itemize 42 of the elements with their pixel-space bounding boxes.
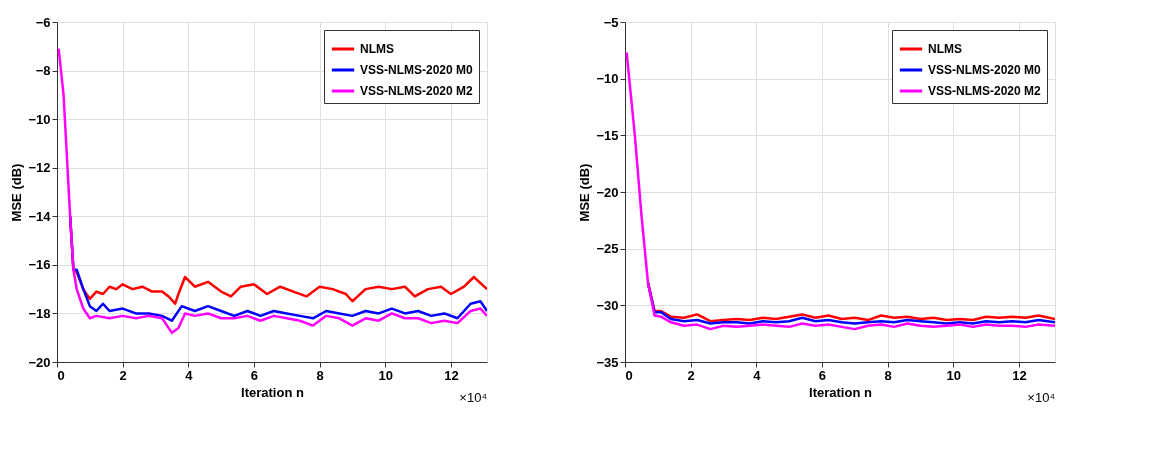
x-tick-label: 4 xyxy=(753,367,762,383)
legend-label: NLMS xyxy=(360,42,394,56)
x-tick-label: 12 xyxy=(1012,367,1027,383)
y-tick-label: −16 xyxy=(28,257,51,273)
x-axis-title: Iteration n xyxy=(241,384,304,400)
y-tick-label: −18 xyxy=(28,305,51,321)
y-tick-label: −5 xyxy=(603,14,619,30)
y-axis-title: MSE (dB) xyxy=(9,163,25,222)
x-tick-label: 8 xyxy=(884,367,892,383)
y-tick-label: −35 xyxy=(596,354,619,370)
y-tick-label: −14 xyxy=(28,208,52,224)
y-axis-title: MSE (dB) xyxy=(577,163,593,222)
x-tick-label: 2 xyxy=(687,367,695,383)
y-tick-label: −20 xyxy=(28,354,51,370)
x-axis-title: Iteration n xyxy=(809,384,872,400)
y-tick-label: −8 xyxy=(35,63,51,79)
legend-label: VSS-NLMS-2020 M0 xyxy=(928,63,1042,77)
x-tick-label: 6 xyxy=(818,367,827,383)
y-tick-label: −6 xyxy=(35,14,51,30)
legend-label: VSS-NLMS-2020 M2 xyxy=(360,84,474,98)
y-tick-label: −10 xyxy=(596,71,619,87)
y-tick-label: −10 xyxy=(28,111,51,127)
line-series xyxy=(625,51,1055,331)
x-tick-label: 10 xyxy=(378,367,393,383)
text: ×10⁴ xyxy=(1027,390,1055,405)
legend-label: VSS-NLMS-2020 M0 xyxy=(360,63,474,77)
x-tick-label: 10 xyxy=(946,367,961,383)
legend-label: VSS-NLMS-2020 M2 xyxy=(928,84,1042,98)
text: ×10⁴ xyxy=(459,390,487,405)
x-tick-label: 2 xyxy=(119,367,127,383)
x-tick-label: 6 xyxy=(250,367,259,383)
legend-label: NLMS xyxy=(928,42,962,56)
x-tick-label: 4 xyxy=(185,367,194,383)
x-tick-label: 8 xyxy=(316,367,324,383)
x-tick-label: 0 xyxy=(625,367,633,383)
y-tick-label: −12 xyxy=(28,160,51,176)
y-tick-label: −25 xyxy=(596,241,619,257)
x-tick-label: 0 xyxy=(57,367,65,383)
y-tick-label: −30 xyxy=(596,297,619,313)
x-tick-label: 12 xyxy=(444,367,459,383)
y-tick-label: −15 xyxy=(596,127,619,143)
y-tick-label: −20 xyxy=(596,184,619,200)
